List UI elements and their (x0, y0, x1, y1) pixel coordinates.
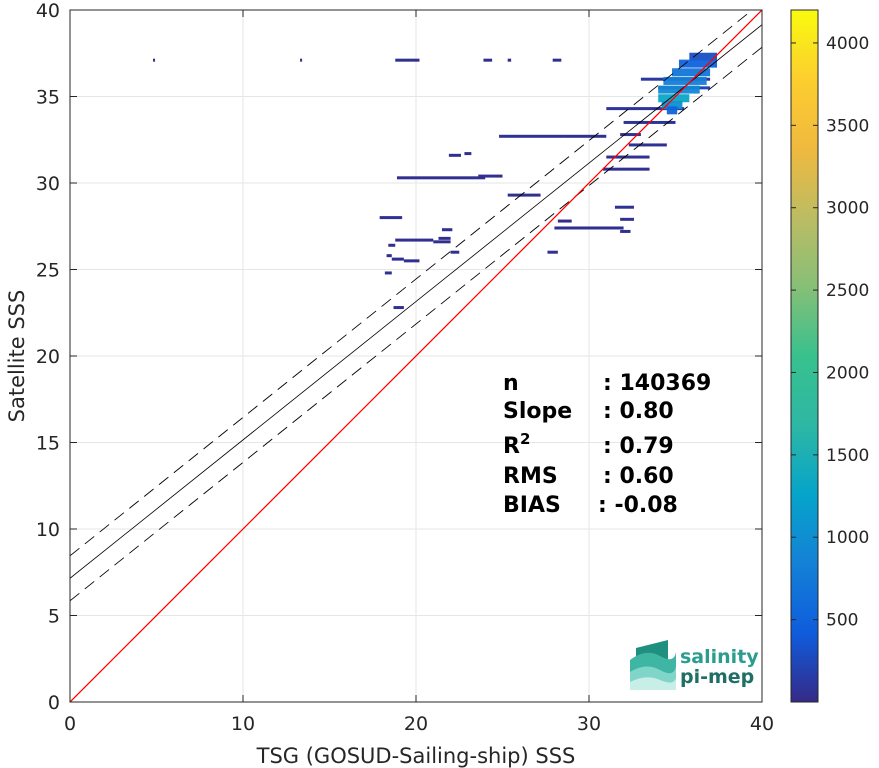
y-axis-label: Satellite SSS (5, 290, 29, 423)
stat-value: : -0.08 (598, 493, 678, 518)
colorbar-tick-label: 500 (826, 611, 858, 631)
lower-bound-line (70, 46, 762, 602)
y-tick-label: 15 (36, 433, 60, 455)
density-segment (464, 152, 472, 156)
density-segment (379, 216, 403, 220)
density-segment (441, 228, 453, 232)
density-core-cell (672, 68, 711, 77)
y-tick-label: 25 (36, 260, 60, 282)
stat-label: BIAS (503, 493, 561, 518)
y-tick-label: 0 (48, 692, 60, 714)
stat-value: : 0.80 (603, 399, 674, 424)
density-segment (628, 143, 667, 147)
fit-lines (70, 10, 762, 702)
density-segment (606, 155, 650, 159)
density-segment (450, 250, 460, 254)
density-segment (606, 107, 685, 111)
x-axis-ticks: 0 10 20 30 40 (64, 10, 774, 735)
density-segment (391, 257, 404, 261)
colorbar-tick-label: 3500 (826, 116, 869, 136)
colorbar-tick-label: 2000 (826, 363, 869, 383)
colorbar: 500 1000 1500 2000 2500 3000 3500 4000 (790, 9, 869, 703)
y-tick-label: 40 (36, 0, 60, 22)
upper-bound-line (70, 10, 753, 557)
density-core-cell (689, 52, 718, 61)
stat-value: : 140369 (603, 371, 711, 396)
density-segment (403, 259, 420, 263)
colorbar-tick-label: 3000 (826, 199, 869, 219)
y-tick-label: 20 (36, 346, 60, 368)
regression-line (70, 24, 762, 579)
x-tick-label: 30 (577, 713, 601, 735)
density-segment (507, 193, 541, 197)
density-core-cell (661, 101, 683, 110)
stat-label: Slope (503, 399, 572, 424)
density-segment (386, 254, 392, 258)
density-segment (552, 58, 562, 62)
density-segment (620, 217, 634, 221)
colorbar-tick-label: 1500 (826, 446, 869, 466)
density-segment (433, 240, 451, 244)
density-core-cell (658, 85, 700, 94)
density-segment (602, 167, 650, 171)
y-tick-label: 35 (36, 87, 60, 109)
plot-area: 0 10 20 30 40 0 5 10 15 20 25 30 35 40 (36, 0, 774, 735)
colorbar-fill (790, 9, 819, 703)
density-segment (478, 174, 503, 178)
logo-text-salinity: salinity (680, 646, 759, 668)
density-segment (448, 153, 461, 157)
salinity-pi-mep-logo: salinity pi-mep (630, 640, 759, 690)
stat-value: : 0.79 (603, 434, 674, 459)
colorbar-tick-label: 1000 (826, 528, 869, 548)
density-segment (395, 58, 420, 62)
density-segment (620, 229, 631, 233)
density-segment (554, 226, 624, 230)
logo-text-pi-mep: pi-mep (680, 666, 754, 688)
x-axis-label: TSG (GOSUD-Sailing-ship) SSS (256, 744, 576, 768)
density-segment (300, 58, 303, 62)
density-segment (620, 133, 641, 137)
colorbar-tick-label: 2500 (826, 281, 869, 301)
stat-value: : 0.60 (603, 464, 674, 489)
density-core-cell (663, 76, 707, 85)
x-tick-label: 20 (404, 713, 428, 735)
density-segment (614, 205, 634, 209)
density-core-cell (678, 59, 718, 68)
colorbar-ticks: 500 1000 1500 2000 2500 3000 3500 4000 (791, 34, 869, 631)
wave-logo-icon (630, 640, 676, 690)
density-layer (153, 52, 718, 310)
density-segment (507, 58, 512, 62)
stat-label: n (503, 371, 519, 396)
density-segment (483, 58, 493, 62)
density-segment (547, 250, 558, 254)
colorbar-tick-label: 4000 (826, 34, 869, 54)
density-segment (499, 134, 564, 138)
stat-label: RMS (503, 464, 558, 489)
x-tick-label: 40 (750, 713, 774, 735)
y-tick-label: 30 (36, 173, 60, 195)
density-segment (384, 271, 392, 275)
identity-line (70, 10, 762, 702)
density-segment (563, 134, 607, 138)
y-tick-label: 5 (48, 606, 60, 628)
density-segment (393, 306, 404, 310)
density-segment (396, 176, 486, 180)
x-tick-label: 10 (231, 713, 255, 735)
density-segment (388, 243, 396, 247)
density-segment (557, 219, 572, 223)
density-segment (438, 236, 451, 240)
x-tick-label: 0 (64, 713, 76, 735)
density-segment (395, 238, 434, 242)
density-core-cell (666, 106, 678, 115)
density-segment (153, 58, 156, 62)
y-axis-ticks: 0 5 10 15 20 25 30 35 40 (36, 0, 762, 714)
y-tick-label: 10 (36, 519, 60, 541)
